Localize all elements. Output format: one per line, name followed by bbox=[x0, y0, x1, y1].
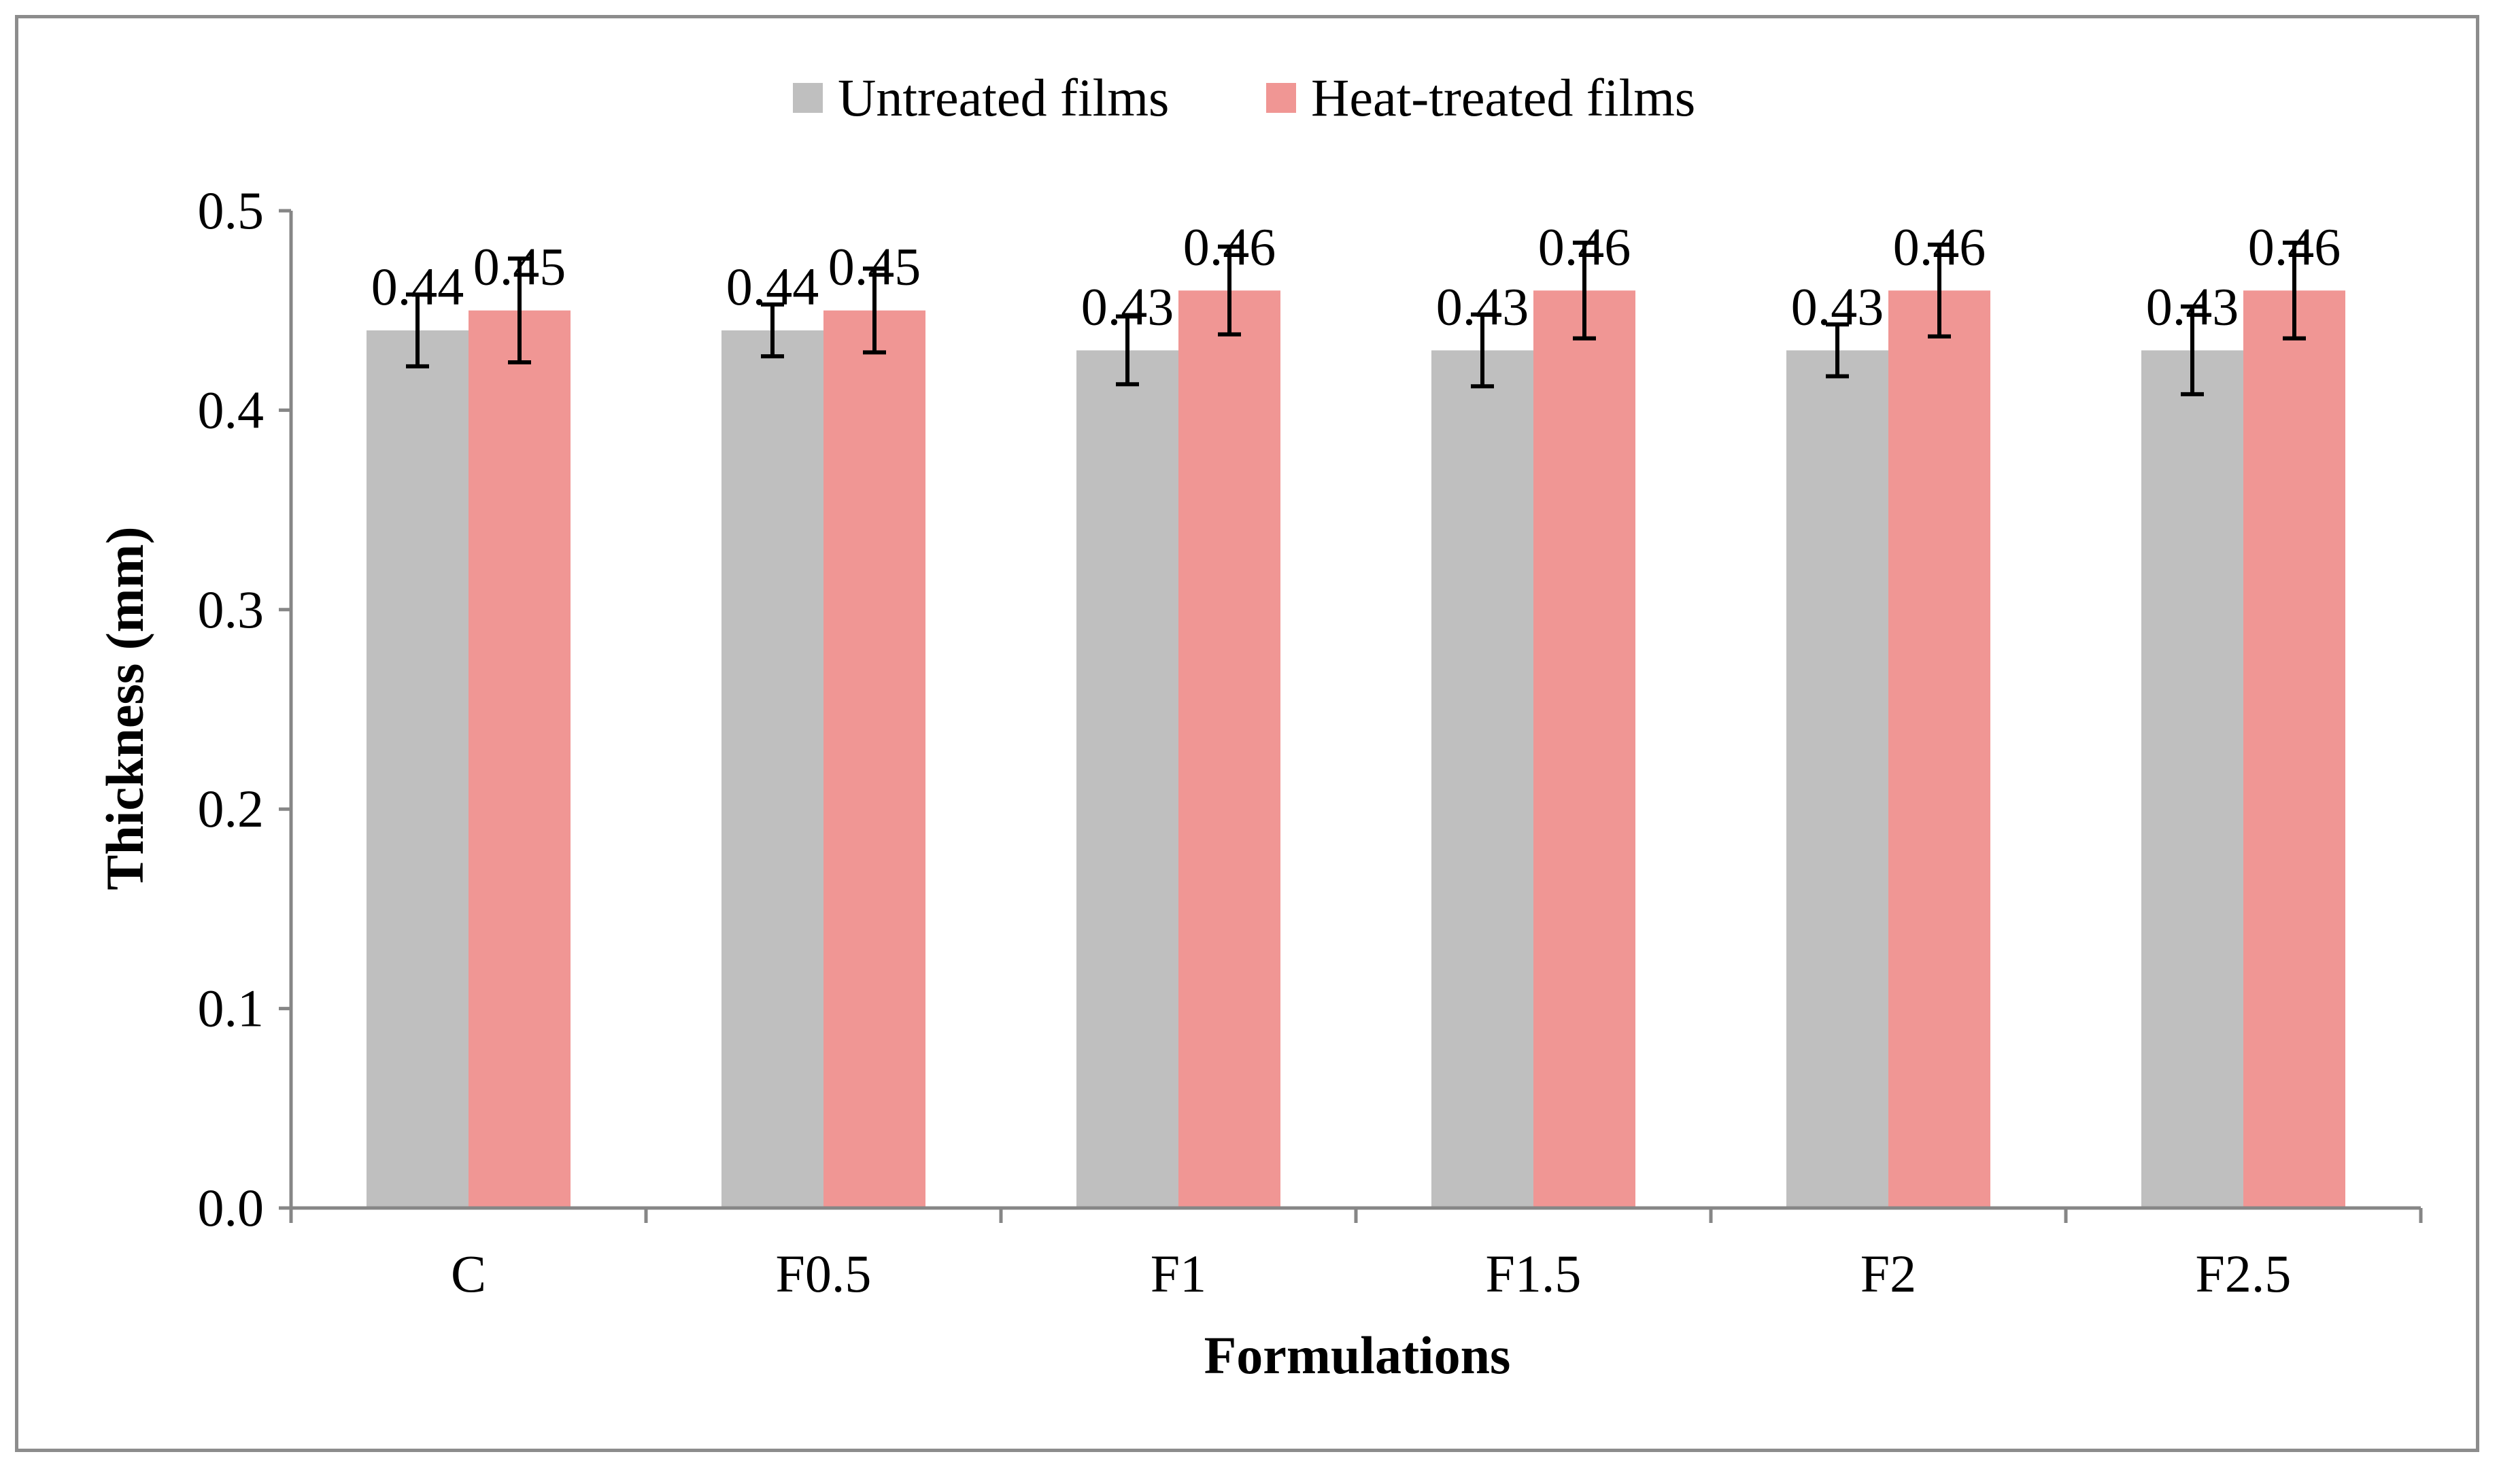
y-tick-label: 0.3 bbox=[198, 580, 265, 639]
axes bbox=[289, 211, 2423, 1223]
bar-heat-treated bbox=[2243, 290, 2345, 1208]
x-tick-label: C bbox=[451, 1244, 486, 1303]
data-label-untreated: 0.43 bbox=[1436, 277, 1529, 336]
data-label-heat-treated: 0.46 bbox=[1893, 217, 1986, 276]
bar-untreated bbox=[721, 330, 823, 1208]
y-axis-ticks: 0.0 0.1 0.2 0.3 0.4 0.5 bbox=[198, 181, 291, 1237]
data-labels: 0.44 0.45 0.44 0.450.430.460.430.460.430.46… bbox=[371, 217, 2341, 336]
y-tick-label: 0.4 bbox=[198, 380, 265, 439]
legend-swatch-heat-treated bbox=[1266, 83, 1296, 113]
x-axis-title: Formulations bbox=[1204, 1326, 1511, 1385]
data-label-heat-treated: 0.45 bbox=[473, 237, 566, 296]
bar-untreated bbox=[1786, 350, 1888, 1208]
bar-heat-treated bbox=[823, 310, 925, 1209]
data-label-heat-treated: 0.46 bbox=[1538, 217, 1631, 276]
bar-untreated bbox=[367, 330, 469, 1208]
data-label-untreated: 0.43 bbox=[1081, 277, 1174, 336]
bar-untreated bbox=[1431, 350, 1533, 1208]
bars bbox=[367, 290, 2345, 1209]
bar-heat-treated bbox=[1533, 290, 1635, 1208]
y-tick-label: 0.1 bbox=[198, 979, 265, 1038]
bar-heat-treated bbox=[469, 310, 571, 1209]
legend-label-heat-treated: Heat-treated films bbox=[1311, 68, 1695, 127]
x-tick-label: F0.5 bbox=[776, 1244, 872, 1303]
legend: Untreated films Heat-treated films bbox=[793, 68, 1695, 127]
data-label-heat-treated: 0.46 bbox=[1183, 217, 1276, 276]
data-label-untreated: 0.44 bbox=[371, 257, 464, 316]
legend-label-untreated: Untreated films bbox=[838, 68, 1169, 127]
data-label-untreated: 0.43 bbox=[1791, 277, 1884, 336]
y-axis-title: Thickness (mm) bbox=[95, 526, 154, 890]
data-label-untreated: 0.43 bbox=[2146, 277, 2239, 336]
bar-heat-treated bbox=[1178, 290, 1280, 1208]
y-tick-label: 0.2 bbox=[198, 779, 265, 838]
y-tick-label: 0.5 bbox=[198, 181, 265, 240]
x-tick-label: F2 bbox=[1860, 1244, 1916, 1303]
bar-untreated bbox=[2141, 350, 2243, 1208]
y-tick-label: 0.0 bbox=[198, 1178, 265, 1237]
data-label-untreated: 0.44 bbox=[726, 257, 819, 316]
legend-swatch-untreated bbox=[793, 83, 823, 113]
bar-heat-treated bbox=[1888, 290, 1990, 1208]
x-tick-label: F1 bbox=[1151, 1244, 1206, 1303]
x-tick-label: F2.5 bbox=[2196, 1244, 2292, 1303]
data-label-heat-treated: 0.46 bbox=[2248, 217, 2341, 276]
data-label-heat-treated: 0.45 bbox=[828, 237, 921, 296]
chart-frame bbox=[15, 15, 2479, 1452]
bar-untreated bbox=[1076, 350, 1178, 1208]
x-axis-labels: C F0.5 F1 F1.5 F2 F2.5 bbox=[451, 1244, 2291, 1303]
x-tick-label: F1.5 bbox=[1486, 1244, 1582, 1303]
error-bars bbox=[406, 240, 2306, 396]
